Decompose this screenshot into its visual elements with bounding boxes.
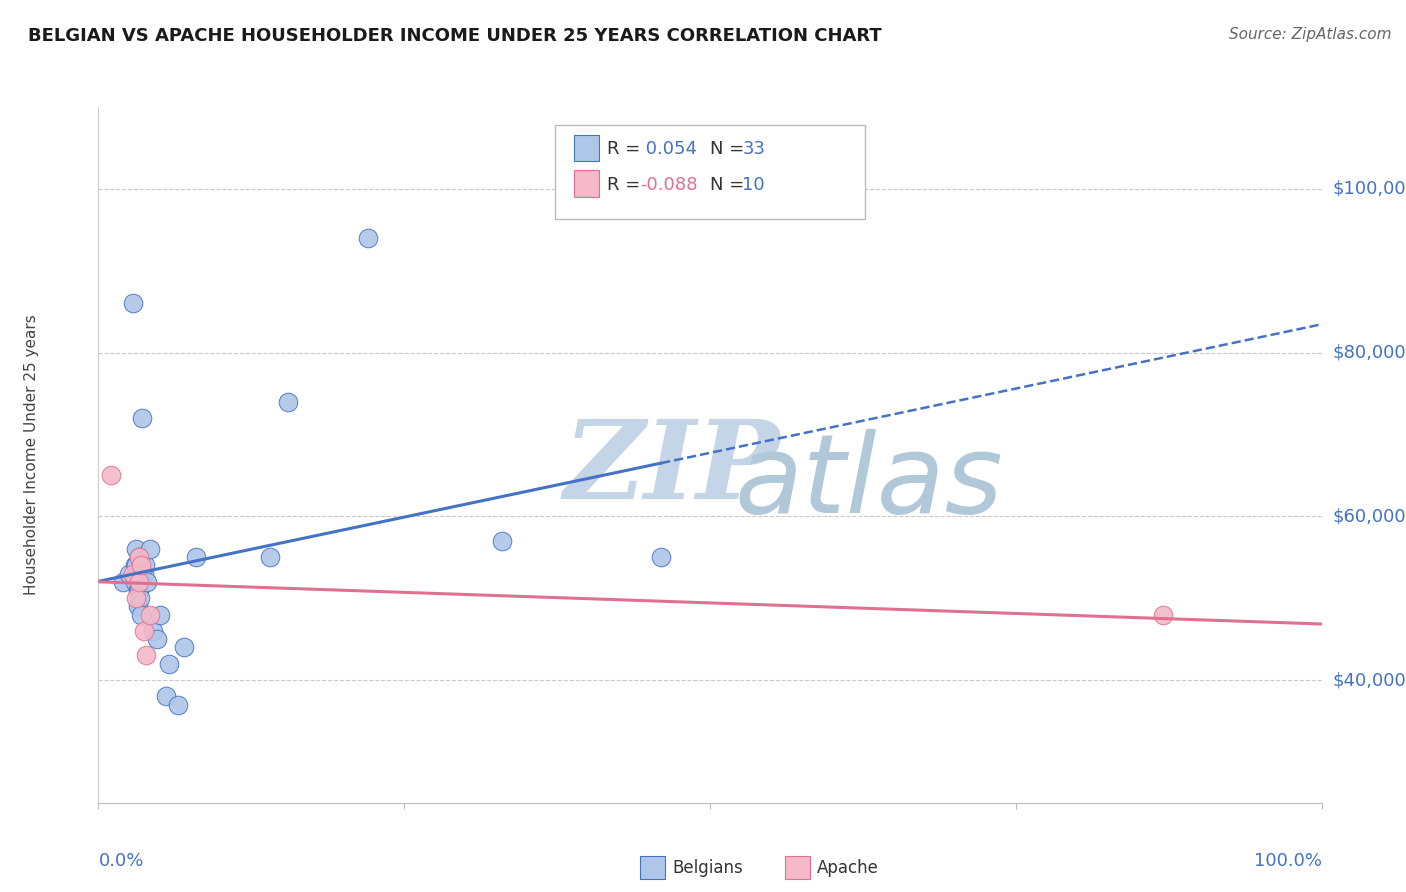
Text: $40,000: $40,000 xyxy=(1333,671,1406,689)
Text: R =: R = xyxy=(607,140,647,158)
Point xyxy=(132,624,155,638)
Point xyxy=(129,558,152,573)
Point xyxy=(173,640,195,655)
Text: BELGIAN VS APACHE HOUSEHOLDER INCOME UNDER 25 YEARS CORRELATION CHART: BELGIAN VS APACHE HOUSEHOLDER INCOME UND… xyxy=(28,27,882,45)
Point xyxy=(118,566,141,581)
Point xyxy=(1152,607,1174,622)
Point xyxy=(139,607,162,622)
Point xyxy=(127,582,149,597)
Point xyxy=(277,394,299,409)
Point xyxy=(125,542,148,557)
Point xyxy=(167,698,190,712)
Text: -0.088: -0.088 xyxy=(640,176,697,194)
Point xyxy=(129,591,152,606)
Point xyxy=(149,607,172,622)
Point xyxy=(128,550,150,565)
Point xyxy=(121,296,143,310)
Point xyxy=(127,599,149,614)
Point xyxy=(186,550,208,565)
Point xyxy=(129,607,152,622)
Text: 33: 33 xyxy=(742,140,765,158)
Point xyxy=(139,542,162,557)
Point xyxy=(157,657,180,671)
Text: 0.0%: 0.0% xyxy=(98,852,143,870)
Point xyxy=(134,558,156,573)
Point xyxy=(146,632,169,646)
Point xyxy=(128,582,150,597)
Point xyxy=(491,533,513,548)
Text: 100.0%: 100.0% xyxy=(1254,852,1322,870)
Point xyxy=(129,566,152,581)
Point xyxy=(100,468,122,483)
Text: $60,000: $60,000 xyxy=(1333,508,1406,525)
Point xyxy=(135,648,157,663)
Point xyxy=(128,574,150,589)
Text: $80,000: $80,000 xyxy=(1333,343,1406,361)
Point xyxy=(136,574,159,589)
Text: Apache: Apache xyxy=(817,859,879,877)
Point xyxy=(124,574,146,589)
Point xyxy=(155,690,177,704)
Point xyxy=(128,550,150,565)
Point xyxy=(125,591,148,606)
Point xyxy=(125,558,148,573)
Text: Source: ZipAtlas.com: Source: ZipAtlas.com xyxy=(1229,27,1392,42)
Text: Belgians: Belgians xyxy=(672,859,742,877)
Text: 10: 10 xyxy=(742,176,765,194)
Text: $100,000: $100,000 xyxy=(1333,180,1406,198)
Point xyxy=(132,566,155,581)
Text: atlas: atlas xyxy=(734,429,1002,536)
Text: N =: N = xyxy=(710,140,749,158)
Text: ZIP: ZIP xyxy=(564,415,780,523)
Point xyxy=(650,550,672,565)
Point xyxy=(356,231,378,245)
Point xyxy=(111,574,134,589)
Text: 0.054: 0.054 xyxy=(640,140,697,158)
Point xyxy=(259,550,281,565)
Point xyxy=(121,566,143,581)
Point xyxy=(142,624,165,638)
Point xyxy=(131,411,153,425)
Text: Householder Income Under 25 years: Householder Income Under 25 years xyxy=(24,315,38,595)
Point xyxy=(124,558,146,573)
Text: R =: R = xyxy=(607,176,647,194)
Point xyxy=(127,566,149,581)
Text: N =: N = xyxy=(710,176,749,194)
